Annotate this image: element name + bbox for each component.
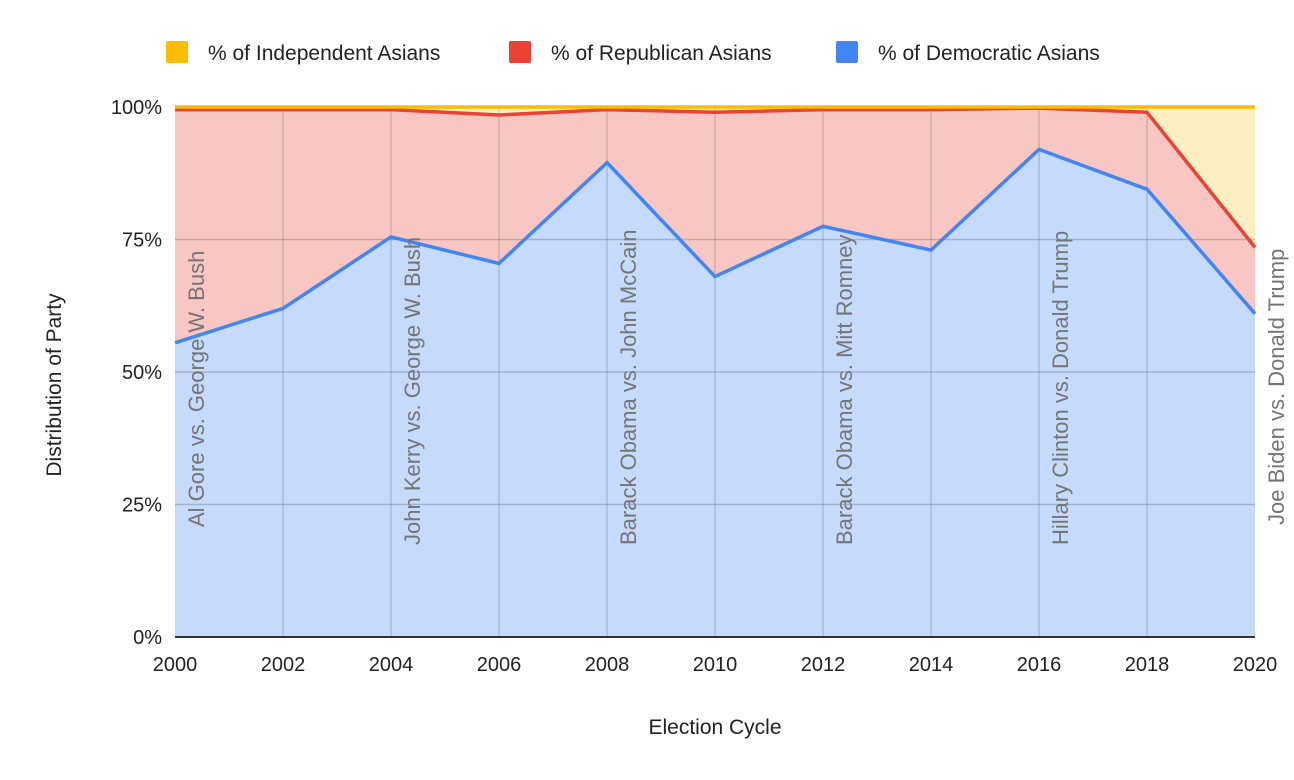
x-tick-label: 2010 [693,654,738,676]
annotations: Al Gore vs. George W. Bush John Kerry vs.… [184,230,1289,545]
annotation-label: Al Gore vs. George W. Bush [184,251,209,527]
area-of-democratic-asians [175,149,1255,637]
legend-swatch-of-democratic-asians [836,41,858,63]
area-of-republican-asians [175,108,1255,343]
y-tick-label: 0% [133,627,162,649]
annotation-label: Hillary Clinton vs. Donald Trump [1048,231,1073,545]
y-axis-title: Distribution of Party [43,293,66,477]
y-tick-label: 100% [111,97,162,119]
annotation-label: Barack Obama vs. John McCain [616,230,641,545]
x-tick-label: 2008 [585,654,630,676]
annotation-label: John Kerry vs. George W. Bush [400,237,425,545]
x-tick-label: 2002 [261,654,306,676]
axes: 0% 25% 50% 75% 100% 2000 2002 2004 2006 2008 2010 2… [111,97,1277,676]
gridlines [175,106,1255,637]
x-tick-label: 2016 [1017,654,1062,676]
line-of-republican-asians [175,106,1257,249]
y-tick-label: 75% [122,230,162,252]
line-of-democratic-asians [174,147,1257,345]
x-tick-label: 2006 [477,654,522,676]
legend-swatch-of-independent-asians [166,41,188,63]
plot-lines [174,105,1257,345]
legend-label-of-republican-asians: % of Republican Asians [551,42,772,65]
plot-areas [175,107,1255,637]
x-tick-label: 2004 [369,654,414,676]
annotation-label: Barack Obama vs. Mitt Romney [832,234,857,545]
x-tick-label: 2020 [1233,654,1278,676]
x-tick-label: 2014 [909,654,954,676]
legend-swatch-of-republican-asians [509,41,531,63]
y-tick-label: 25% [122,495,162,517]
legend-label-of-democratic-asians: % of Democratic Asians [878,42,1100,65]
y-tick-label: 50% [122,362,162,384]
annotation-label: Joe Biden vs. Donald Trump [1264,249,1289,525]
x-tick-label: 2018 [1125,654,1170,676]
x-tick-label: 2012 [801,654,846,676]
legend-label-of-independent-asians: % of Independent Asians [208,42,440,65]
x-axis-title: Election Cycle [648,716,781,739]
legend: % of Independent Asians % of Republican A… [166,41,1100,65]
x-tick-label: 2000 [153,654,198,676]
